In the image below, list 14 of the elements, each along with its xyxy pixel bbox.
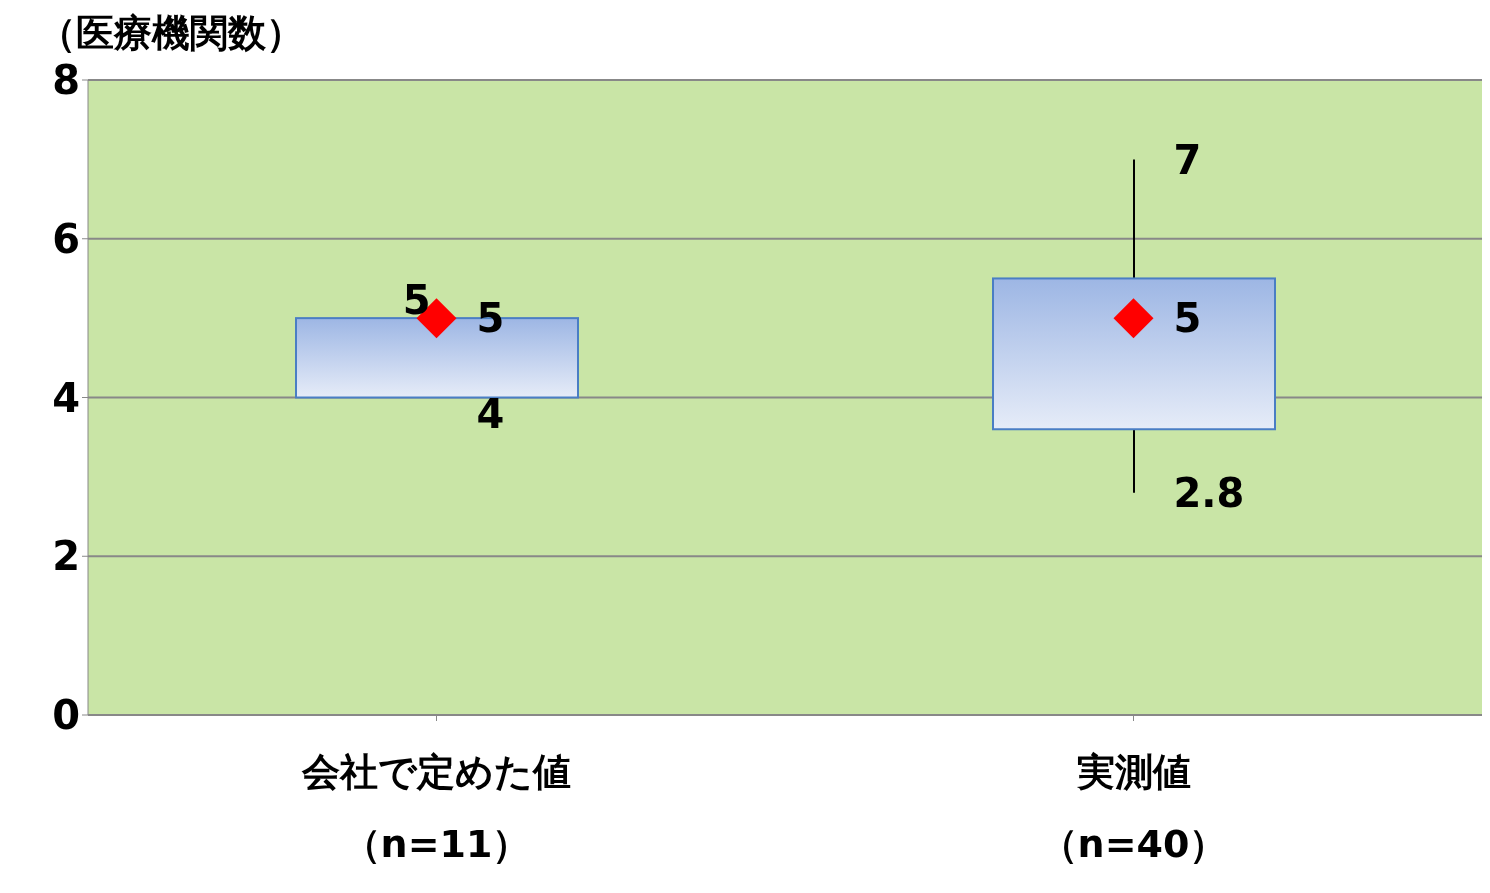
annotation: 7 xyxy=(1173,136,1202,183)
y-tick-label: 2 xyxy=(52,533,80,580)
annotation: 2.8 xyxy=(1173,469,1245,516)
y-axis-title: （医療機関数） xyxy=(38,10,304,57)
y-tick-label: 4 xyxy=(52,374,80,421)
annotation: 5 xyxy=(1173,295,1202,342)
x-tick-label: 実測値（n=40） xyxy=(1039,750,1228,866)
annotation: 4 xyxy=(476,390,505,437)
y-tick-label: 8 xyxy=(52,57,80,104)
y-tick-label: 6 xyxy=(52,215,80,262)
annotation: 5 xyxy=(402,277,431,324)
y-tick-label: 0 xyxy=(52,692,80,739)
x-tick-label: 会社で定めた値（n=11） xyxy=(301,750,571,866)
annotation: 5 xyxy=(476,295,505,342)
